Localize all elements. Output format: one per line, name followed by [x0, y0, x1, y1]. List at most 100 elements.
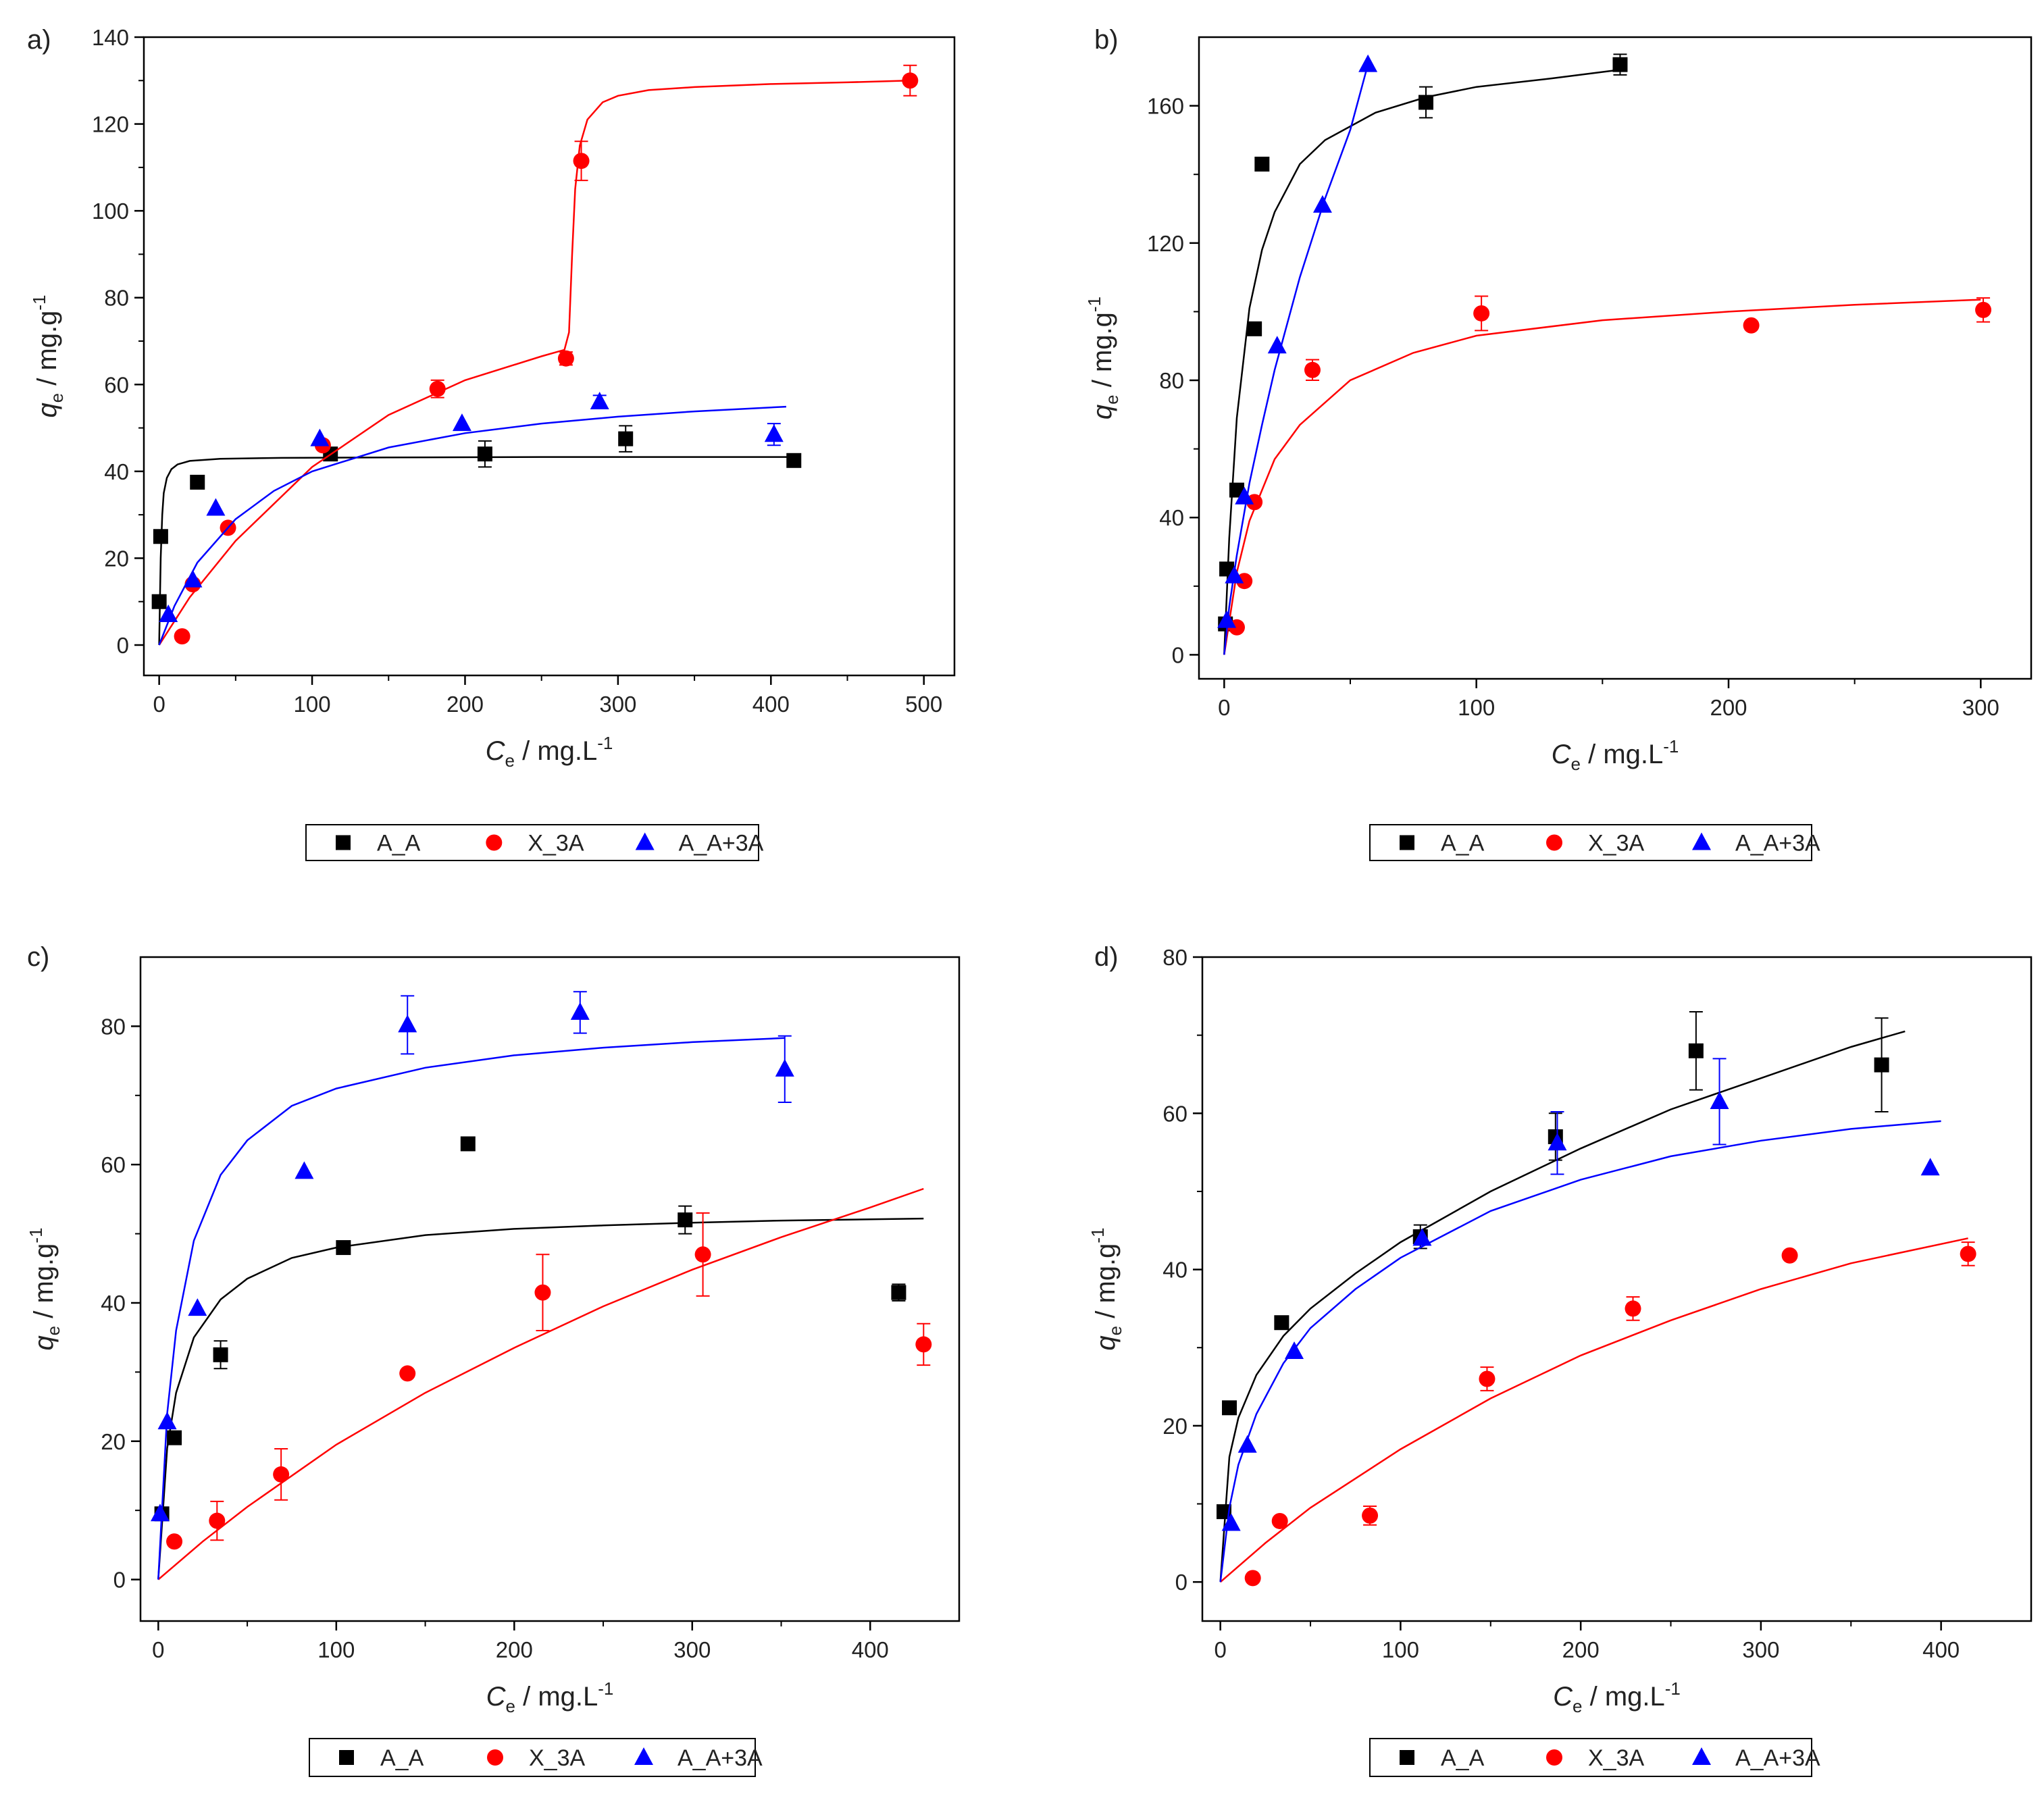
panel-a-ytick-label: 100	[92, 199, 129, 224]
panel-b-series-x-3a-point	[1743, 317, 1760, 334]
panel-a-ytick-label: 40	[104, 459, 129, 484]
panel-d-series-a-a	[1217, 1010, 1906, 1583]
panel-b-series-a-a-3a-point	[1225, 565, 1244, 584]
panel-b-series-a-a-3a-point	[1235, 486, 1254, 505]
panel-d-series-x-3a-point	[1362, 1507, 1379, 1524]
panel-a-ytick-label: 120	[92, 112, 129, 137]
panel-b-series-a-a-3a	[1217, 54, 1378, 655]
panel-a-xtick-label: 200	[446, 692, 484, 717]
panel-b-series-a-a-3a-point	[1312, 195, 1332, 213]
panel-c-series-a-a-point	[213, 1347, 228, 1362]
panel-a-xtick-label: 400	[752, 692, 790, 717]
panel-a-ytick-label: 0	[117, 633, 129, 658]
panel-a-legend-marker	[336, 835, 351, 850]
panel-a-series-a-a-point	[153, 529, 168, 544]
panel-d-legend: A_A X_3A A_A+3A	[1369, 1738, 1820, 1777]
panel-d-label: d)	[1094, 942, 1119, 972]
panel-d-series-a-a-3a	[1219, 1058, 1941, 1583]
panel-b-series-x-3a-fit-line	[1223, 299, 1981, 655]
panel-a-series-a-a-3a-point	[206, 498, 226, 516]
panel-c-series-x-3a-point	[209, 1512, 226, 1529]
panel-a-label: a)	[27, 25, 51, 55]
panel-d-plot-frame	[1201, 956, 2033, 1622]
panel-c-legend-label: A_A+3A	[678, 1745, 763, 1771]
panel-b-series-a-a-point	[1612, 57, 1628, 72]
panel-d-series-x-3a	[1219, 1237, 1976, 1587]
panel-c-plot-frame	[139, 956, 961, 1622]
panel-d-series-a-a-3a-point	[1710, 1091, 1729, 1109]
panel-b-series-a-a-point	[1247, 321, 1262, 336]
panel-d-series-a-a-3a-point	[1412, 1228, 1432, 1246]
panel-c-series-a-a-3a-fit-line	[157, 1037, 785, 1580]
panel-a-series-a-a-3a-point	[764, 424, 784, 442]
panel-b-series-x-3a-point	[1473, 305, 1490, 322]
panel-c-series-x-3a-point	[399, 1365, 416, 1382]
panel-d-series-a-a-point	[1274, 1315, 1289, 1331]
panel-b-series-a-a-3a-point	[1358, 54, 1378, 72]
panel-c-ytick-label: 20	[101, 1429, 126, 1454]
panel-b-ytick-label: 40	[1159, 505, 1184, 530]
panel-c-series-a-a-3a-point	[157, 1412, 177, 1430]
panel-d-series-a-a-3a-point	[1285, 1341, 1304, 1360]
panel-b-series-a-a-fit-line	[1223, 69, 1620, 655]
panel-c-ytick-label: 40	[101, 1291, 126, 1316]
panel-c-series-x-3a	[157, 1187, 932, 1581]
panel-a-legend-box	[305, 824, 759, 861]
panel-b-legend-marker	[1692, 832, 1711, 850]
panel-b-series-x-3a-point	[1975, 301, 1992, 318]
panel-d-series-a-a-3a-fit-line	[1219, 1120, 1941, 1583]
panel-d-series-a-a-3a-point	[1237, 1435, 1257, 1453]
panel-d-series-a-a-3a-point	[1221, 1513, 1241, 1531]
panel-a-series-a-a-point	[786, 453, 802, 468]
panel-b-ytick-label: 120	[1147, 231, 1184, 256]
panel-d: d) 0 100 200 300 400 0 20 40 60 80 Ce / mg.L-1 qe / …	[1088, 942, 2033, 1777]
panel-a-series-x-3a-fit-line	[158, 80, 911, 646]
panel-b-legend-label: A_A+3A	[1735, 831, 1820, 856]
panel-d-ylabel: qe / mg.g-1	[1088, 1227, 1125, 1350]
panel-b-ytick-label: 80	[1159, 368, 1184, 393]
panel-a-xtick-label: 0	[153, 692, 165, 717]
panel-b-series-a-a-point	[1254, 156, 1270, 172]
panel-c-series-a-a-point	[891, 1285, 906, 1300]
panel-b-legend-label: X_3A	[1588, 831, 1644, 856]
panel-d-series-a-a-point	[1222, 1400, 1237, 1416]
panel-b-plot-frame	[1198, 36, 2033, 680]
panel-a-series-x-3a-point	[174, 628, 190, 645]
panel-b-xtick-label: 0	[1218, 695, 1230, 720]
panel-d-legend-box	[1369, 1738, 1812, 1777]
panel-a-legend-label: X_3A	[528, 831, 584, 856]
panel-d-series-x-3a-point	[1271, 1512, 1288, 1529]
panel-d-series-a-a-fit-line	[1219, 1030, 1906, 1583]
panel-c-xtick-label: 0	[152, 1637, 164, 1662]
panel-b-series-a-a-point	[1229, 482, 1244, 498]
panel-b-series-a-a	[1218, 53, 1628, 655]
panel-a-series-x-3a-point	[429, 380, 446, 397]
panel-a-series-a-a-3a-point	[183, 569, 203, 588]
panel-c-series-a-a-fit-line	[157, 1217, 924, 1580]
panel-d-series-a-a-point	[1688, 1043, 1704, 1058]
panel-d-ytick-label: 60	[1162, 1101, 1187, 1126]
panel-d-ytick-label: 40	[1162, 1258, 1187, 1283]
panel-c-legend-box	[309, 1738, 756, 1777]
panel-a-legend-marker	[486, 834, 503, 851]
panel-c-xtick-label: 400	[852, 1637, 889, 1662]
panel-b-legend-label: A_A	[1441, 831, 1485, 856]
panel-a-ytick-label: 80	[104, 286, 129, 311]
panel-a-series-a-a-point	[151, 594, 167, 609]
panel-a-xtick-label: 500	[905, 692, 942, 717]
panel-b-legend-marker	[1400, 835, 1414, 850]
panel-c-label: c)	[27, 942, 49, 972]
panel-d-xtick-label: 400	[1922, 1637, 1960, 1662]
panel-c-legend: A_A X_3A A_A+3A	[309, 1738, 763, 1777]
panel-c-xtick-label: 100	[317, 1637, 355, 1662]
panel-a-series-x-3a	[158, 64, 919, 646]
panel-b-ytick-label: 0	[1172, 642, 1184, 667]
panel-a-series-a-a-3a-point	[590, 392, 609, 409]
panel-a-ytick-label: 20	[104, 546, 129, 571]
panel-c-ytick-label: 60	[101, 1152, 126, 1177]
panel-a-series-a-a-point	[477, 446, 492, 462]
panel-c-ytick-label: 80	[101, 1014, 126, 1039]
panel-d-legend-label: X_3A	[1588, 1745, 1644, 1771]
panel-b-xlabel: Ce / mg.L-1	[1552, 736, 1679, 774]
panel-a-series-a-a-3a-point	[159, 605, 178, 622]
